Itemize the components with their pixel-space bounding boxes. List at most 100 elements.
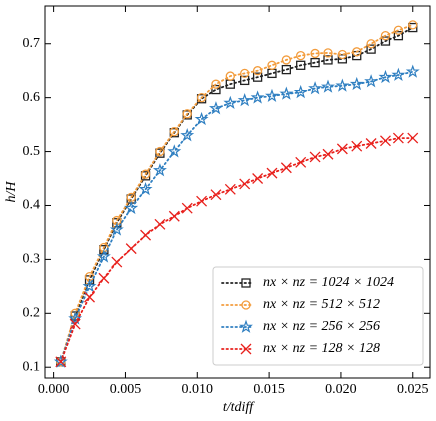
x-tick-label: 0.010 [182,382,214,397]
marker [96,249,111,263]
marker [169,126,179,137]
marker [84,291,95,303]
marker [380,31,391,41]
marker [366,39,376,49]
marker [323,55,333,65]
marker [310,57,320,68]
marker [323,48,333,58]
marker [155,146,165,157]
y-tick-label: 0.3 [23,252,41,267]
marker [365,138,377,149]
legend-label: nx × nz = 128 × 128 [263,341,380,356]
marker [310,48,320,59]
marker [405,64,420,78]
marker [252,173,264,184]
marker [240,75,250,86]
marker [210,189,222,201]
marker [309,151,321,163]
marker [180,128,195,142]
marker [252,66,263,76]
marker [168,210,180,222]
marker [293,84,308,99]
marker [336,143,348,155]
marker [239,178,251,190]
legend-marker [240,343,252,355]
y-tick-label: 0.4 [23,198,41,213]
marker [265,88,279,102]
y-tick-label: 0.5 [23,144,41,159]
marker [408,22,418,33]
marker [68,311,83,325]
marker [393,25,404,35]
marker [125,243,137,255]
y-axis-label: h/H [4,181,19,203]
marker [138,181,153,196]
marker [279,86,294,100]
legend-box [212,266,424,366]
x-tick-label: 0.005 [110,382,142,397]
marker [337,49,348,60]
marker [308,81,323,95]
marker [182,109,192,119]
plot-frame [44,5,431,379]
marker [366,44,376,54]
marker [266,167,278,179]
marker [140,169,151,179]
marker [181,202,193,214]
marker [335,78,350,92]
marker [211,79,221,89]
marker [237,93,252,107]
marker [364,74,379,88]
marker [225,71,235,81]
marker [196,195,208,207]
marker [407,132,419,144]
marker [380,135,391,147]
marker [111,256,123,268]
x-tick-label: 0.015 [253,382,285,397]
marker [140,229,152,241]
marker [208,101,223,115]
marker [349,76,364,91]
legend: nx × nz = 1024 × 1024 nx × nz = 512 × 512… [212,266,424,366]
marker [211,84,221,95]
marker [252,72,263,82]
marker [267,60,277,70]
legend-marker [241,300,251,310]
y-tick-label: 0.1 [23,359,41,374]
marker [167,144,182,158]
marker [321,79,335,93]
marker [391,67,406,81]
marker [351,140,363,152]
y-tick-label: 0.7 [23,36,41,51]
marker [194,111,209,126]
marker [322,148,334,160]
marker [337,54,348,64]
marker [281,55,291,65]
marker [154,218,166,230]
marker [224,183,236,195]
marker [295,156,307,168]
marker [281,64,291,75]
marker [240,68,250,79]
marker [109,222,124,236]
marker [196,93,207,103]
marker [152,163,167,177]
marker [393,31,404,41]
legend-label: nx × nz = 1024 × 1024 [263,275,394,290]
marker [380,36,391,46]
marker [53,354,68,368]
marker [82,279,97,293]
marker [223,95,238,109]
legend-label: nx × nz = 512 × 512 [263,297,380,312]
marker [280,162,292,174]
marker [296,50,306,61]
marker [352,47,362,57]
legend-label: nx × nz = 256 × 256 [263,319,380,334]
legend-marker [241,278,251,288]
x-axis-label: t/tdiff [223,400,255,415]
y-tick-label: 0.2 [23,306,41,321]
x-tick-label: 0.000 [38,382,70,397]
marker [98,272,110,284]
marker [124,200,139,215]
